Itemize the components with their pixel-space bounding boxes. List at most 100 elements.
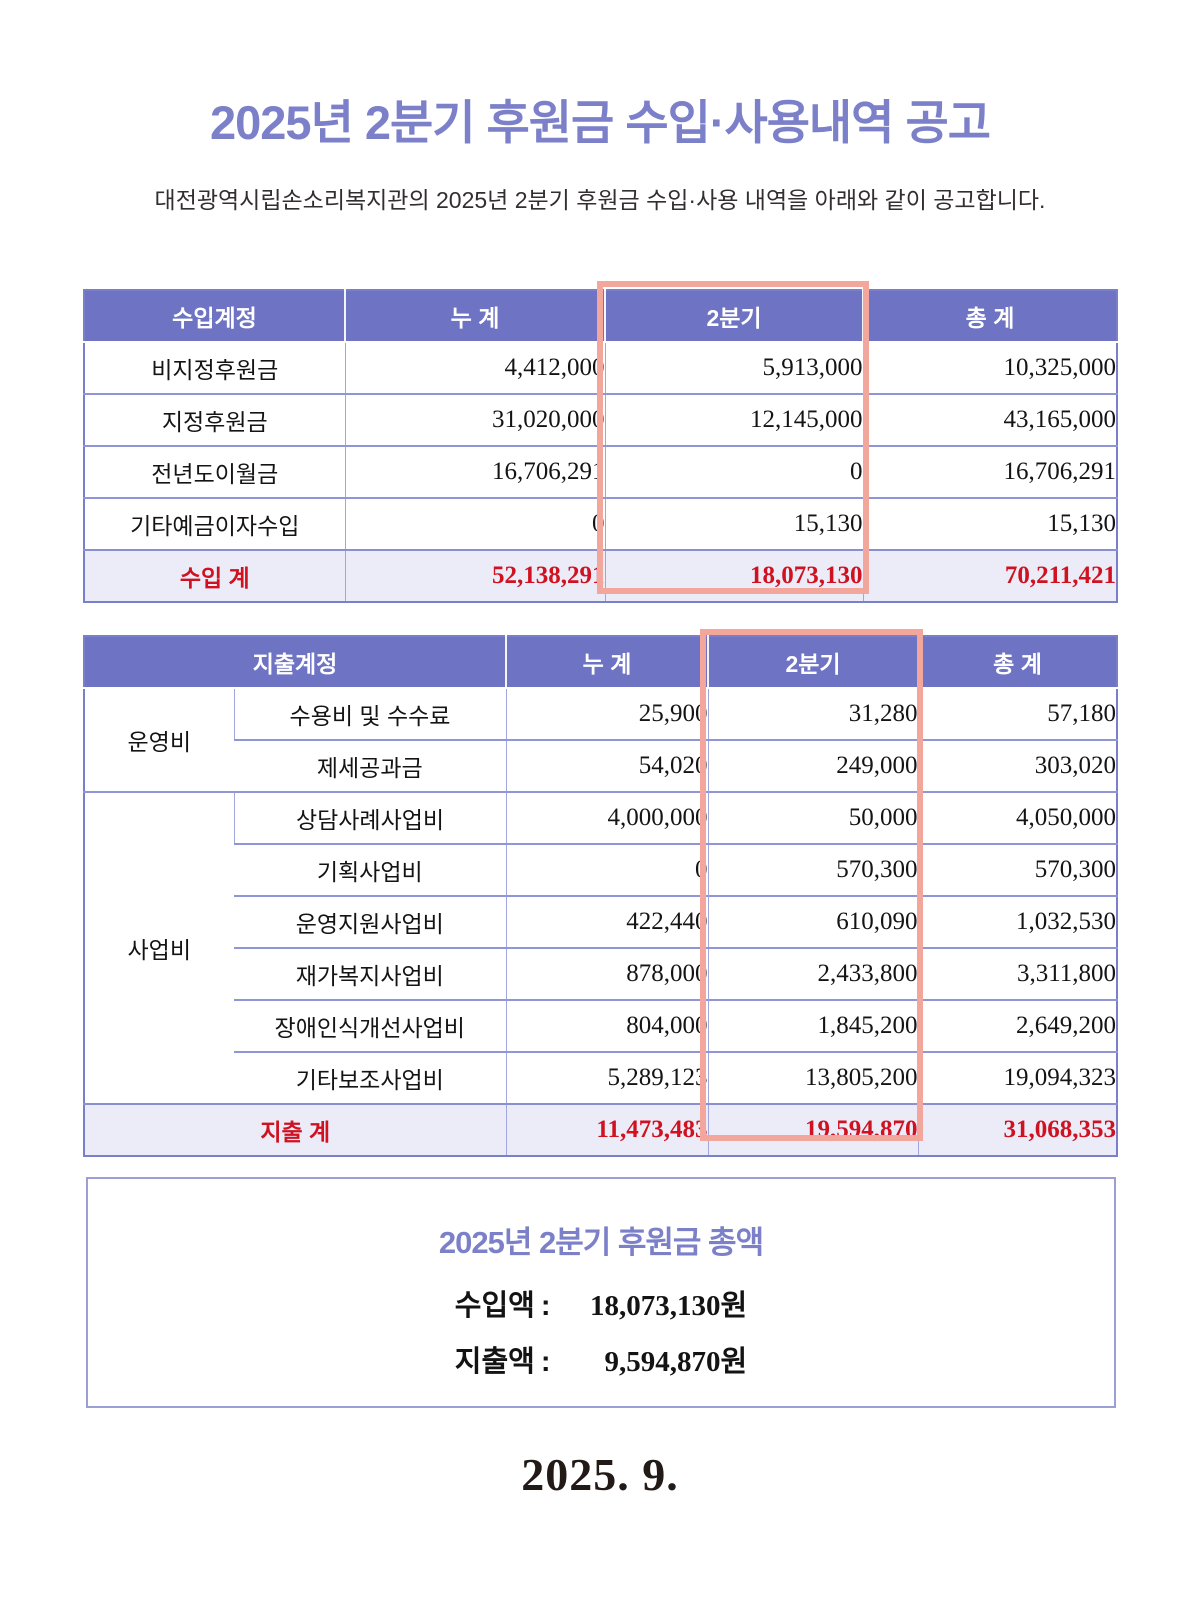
expense-row-cumulative: 54,020 <box>505 739 709 792</box>
expense-sum-row: 지출 계 11,473,483 19,594,870 31,068,353 <box>84 1103 1118 1156</box>
income-table: 수입계정 누 계 2분기 총 계 비지정후원금 4,412,000 5,913,… <box>83 289 1118 603</box>
summary-lines: 수입액 : 18,073,130 원 지출액 : 9,594,870 원 <box>455 1282 747 1380</box>
income-sum-total: 70,211,421 <box>862 549 1117 602</box>
income-row-cumulative: 31,020,000 <box>344 393 605 446</box>
expense-row-total: 4,050,000 <box>917 791 1118 844</box>
income-header-total: 총 계 <box>862 290 1117 343</box>
expense-row-label: 재가복지사업비 <box>234 947 507 1000</box>
income-row-cumulative: 4,412,000 <box>344 341 605 394</box>
income-row-cumulative: 0 <box>344 497 605 550</box>
summary-expense-amount: 9,594,870 <box>604 1346 721 1378</box>
expense-row-total: 1,032,530 <box>917 895 1118 948</box>
expense-row-quarter: 249,000 <box>707 739 919 792</box>
expense-row-cumulative: 5,289,123 <box>505 1051 709 1104</box>
income-row: 지정후원금 31,020,000 12,145,000 43,165,000 <box>84 393 1117 446</box>
expense-row: 사업비 상담사례사업비 4,000,000 50,000 4,050,000 <box>84 791 1118 1104</box>
income-row-label: 전년도이월금 <box>84 445 345 498</box>
expense-row: 재가복지사업비 878,000 2,433,800 3,311,800 <box>84 947 1118 1000</box>
expense-row-cumulative: 422,440 <box>505 895 709 948</box>
summary-income-line: 수입액 : 18,073,130 원 <box>455 1282 747 1324</box>
income-row-total: 43,165,000 <box>862 393 1117 446</box>
income-table-container: 수입계정 누 계 2분기 총 계 비지정후원금 4,412,000 5,913,… <box>83 289 1118 603</box>
expense-header-row: 지출계정 누 계 2분기 총 계 <box>84 636 1118 689</box>
income-sum-cumulative: 52,138,291 <box>344 549 605 602</box>
income-row-total: 15,130 <box>862 497 1117 550</box>
expense-row-total: 3,311,800 <box>917 947 1118 1000</box>
expense-row-label: 제세공과금 <box>234 739 507 792</box>
summary-expense-line: 지출액 : 9,594,870 원 <box>455 1338 747 1380</box>
summary-income-label: 수입액 <box>454 1290 535 1322</box>
expense-table: 지출계정 누 계 2분기 총 계 운영비 수용비 및 수수료 25,900 31… <box>83 635 1119 1157</box>
income-sum-row: 수입 계 52,138,291 18,073,130 70,211,421 <box>84 549 1117 602</box>
expense-row-quarter: 50,000 <box>707 791 919 844</box>
expense-sum-cumulative: 11,473,483 <box>505 1103 709 1156</box>
expense-sum-total: 31,068,353 <box>917 1103 1118 1156</box>
expense-row-cumulative: 804,000 <box>505 999 709 1052</box>
income-header-row: 수입계정 누 계 2분기 총 계 <box>84 290 1117 343</box>
income-row: 비지정후원금 4,412,000 5,913,000 10,325,000 <box>84 341 1117 394</box>
expense-group-program: 사업비 <box>84 791 234 1104</box>
expense-header-total: 총 계 <box>917 636 1118 689</box>
summary-box: 2025년 2분기 후원금 총액 수입액 : 18,073,130 원 지출액 … <box>86 1177 1116 1408</box>
income-row-cumulative: 16,706,291 <box>344 445 605 498</box>
expense-header-cumulative: 누 계 <box>505 636 709 689</box>
summary-expense-colon: : <box>540 1346 551 1378</box>
income-header-cumulative: 누 계 <box>344 290 605 343</box>
summary-income-colon: : <box>540 1290 551 1322</box>
income-row-quarter: 15,130 <box>604 497 863 550</box>
expense-row-total: 19,094,323 <box>917 1051 1118 1104</box>
expense-row-quarter: 2,433,800 <box>707 947 919 1000</box>
expense-header-quarter: 2분기 <box>707 636 919 689</box>
expense-row-total: 303,020 <box>917 739 1118 792</box>
expense-row-label: 장애인식개선사업비 <box>234 999 507 1052</box>
income-sum-quarter: 18,073,130 <box>604 549 863 602</box>
expense-group-operating: 운영비 <box>84 687 234 792</box>
income-row-total: 10,325,000 <box>862 341 1117 394</box>
expense-sum-label: 지출 계 <box>84 1103 507 1156</box>
income-row-quarter: 0 <box>604 445 863 498</box>
expense-row-quarter: 31,280 <box>707 687 919 740</box>
income-row-quarter: 5,913,000 <box>604 341 863 394</box>
income-row: 전년도이월금 16,706,291 0 16,706,291 <box>84 445 1117 498</box>
income-row-total: 16,706,291 <box>862 445 1117 498</box>
income-row: 기타예금이자수입 0 15,130 15,130 <box>84 497 1117 550</box>
income-row-label: 지정후원금 <box>84 393 345 446</box>
income-row-label: 기타예금이자수입 <box>84 497 345 550</box>
page-subtitle: 대전광역시립손소리복지관의 2025년 2분기 후원금 수입·사용 내역을 아래… <box>154 187 1046 213</box>
expense-row-cumulative: 4,000,000 <box>505 791 709 844</box>
expense-row: 제세공과금 54,020 249,000 303,020 <box>84 739 1118 792</box>
expense-row-label: 수용비 및 수수료 <box>233 687 507 740</box>
expense-row-quarter: 13,805,200 <box>707 1051 919 1104</box>
expense-sum-quarter: 19,594,870 <box>707 1103 919 1156</box>
expense-row: 운영비 수용비 및 수수료 25,900 31,280 57,180 <box>84 687 1118 792</box>
expense-row-label: 기타보조사업비 <box>234 1051 507 1104</box>
summary-income-unit: 원 <box>720 1290 748 1322</box>
expense-row-label: 운영지원사업비 <box>234 895 507 948</box>
expense-row-cumulative: 25,900 <box>505 687 709 740</box>
expense-row-total: 57,180 <box>917 687 1118 740</box>
expense-row-total: 2,649,200 <box>917 999 1118 1052</box>
summary-title: 2025년 2분기 후원금 총액 <box>438 1225 764 1260</box>
expense-row: 운영지원사업비 422,440 610,090 1,032,530 <box>84 895 1118 948</box>
income-header-account: 수입계정 <box>84 290 345 343</box>
expense-row-label: 기획사업비 <box>234 843 507 896</box>
expense-row-quarter: 1,845,200 <box>707 999 919 1052</box>
expense-row-label: 상담사례사업비 <box>233 791 507 844</box>
expense-row-quarter: 570,300 <box>707 843 919 896</box>
expense-row-quarter: 610,090 <box>707 895 919 948</box>
footer-date: 2025. 9. <box>521 1449 679 1500</box>
expense-row: 장애인식개선사업비 804,000 1,845,200 2,649,200 <box>84 999 1118 1052</box>
income-row-label: 비지정후원금 <box>84 341 345 394</box>
expense-row: 기획사업비 0 570,300 570,300 <box>84 843 1118 896</box>
expense-row-total: 570,300 <box>917 843 1118 896</box>
summary-expense-label: 지출액 <box>454 1346 535 1378</box>
expense-row: 기타보조사업비 5,289,123 13,805,200 19,094,323 <box>84 1051 1118 1104</box>
income-header-quarter: 2분기 <box>604 290 863 343</box>
summary-income-amount: 18,073,130 <box>590 1290 721 1322</box>
page-title: 2025년 2분기 후원금 수입·사용내역 공고 <box>210 96 991 149</box>
summary-expense-unit: 원 <box>720 1346 748 1378</box>
expense-table-container: 지출계정 누 계 2분기 총 계 운영비 수용비 및 수수료 25,900 31… <box>83 635 1119 1157</box>
expense-header-account: 지출계정 <box>84 636 507 689</box>
expense-row-cumulative: 0 <box>505 843 709 896</box>
expense-row-cumulative: 878,000 <box>505 947 709 1000</box>
